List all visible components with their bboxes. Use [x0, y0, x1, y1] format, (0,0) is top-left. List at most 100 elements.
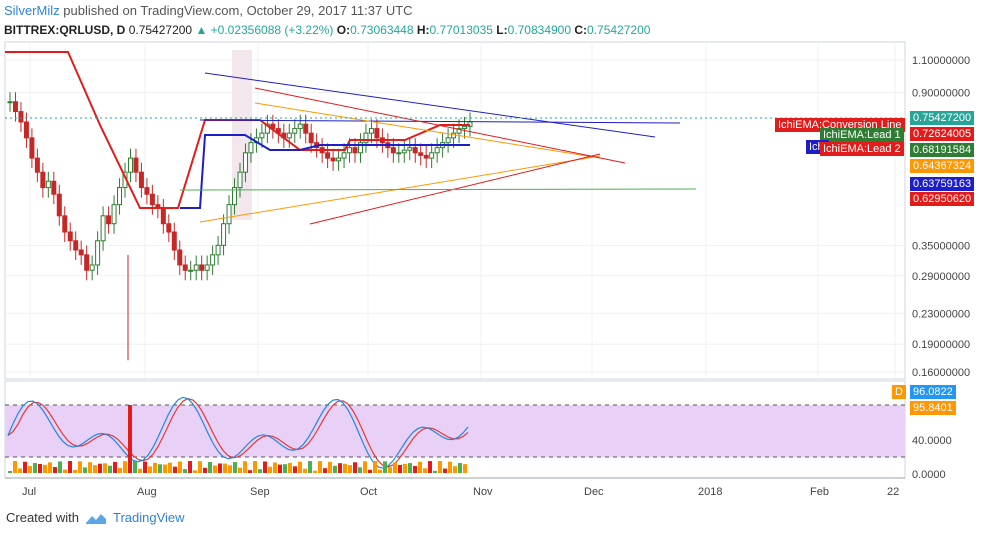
high-value: 0.77013035: [429, 23, 493, 37]
candle-body: [242, 152, 248, 173]
stoch-d-value: 95.8401: [910, 401, 956, 415]
stoch-histogram-bar: [348, 465, 352, 473]
stoch-histogram-bar: [428, 461, 432, 473]
candle-body: [160, 207, 166, 225]
base-line: [180, 134, 470, 209]
stoch-histogram-bar: [418, 461, 422, 473]
candle-body: [45, 180, 51, 189]
y-tick-label: 0.29000000: [912, 271, 970, 283]
close-label: C:: [574, 23, 588, 37]
y-tick-label: 0.90000000: [912, 87, 970, 99]
stoch-histogram-bar: [38, 464, 42, 473]
stoch-histogram-bar: [83, 467, 87, 473]
candle-body: [423, 154, 429, 159]
stoch-histogram-bar: [338, 463, 342, 473]
stoch-y-tick: 0.0000: [912, 469, 946, 481]
stoch-histogram-bar: [183, 469, 187, 473]
stoch-histogram-bar: [153, 462, 157, 473]
stoch-histogram-bar: [163, 464, 167, 473]
candle-body: [89, 264, 95, 271]
stoch-histogram-bar: [208, 462, 212, 473]
candle-body: [62, 215, 68, 233]
stoch-histogram-bar: [88, 462, 92, 473]
stoch-histogram-bar: [278, 464, 282, 473]
candle-body: [341, 152, 347, 159]
candle-body: [396, 152, 402, 155]
x-tick-label: Feb: [810, 486, 829, 498]
stoch-histogram-bar: [193, 470, 197, 473]
candle-body: [330, 157, 336, 162]
tradingview-link[interactable]: TradingView: [112, 510, 185, 525]
candle-body: [418, 152, 424, 156]
stoch-histogram-bar: [258, 469, 262, 473]
stoch-histogram-bar: [398, 464, 402, 473]
x-tick-label: Sep: [250, 486, 270, 498]
stoch-histogram-bar: [13, 461, 17, 473]
stoch-histogram-bar: [463, 464, 467, 473]
stoch-k-value: 96.0822: [910, 385, 956, 399]
stoch-d-line: [7, 398, 469, 468]
stoch-histogram-bar: [48, 462, 52, 473]
y-tick-label: 1.10000000: [912, 55, 970, 67]
candle-body: [51, 180, 57, 195]
stoch-histogram-bar: [108, 465, 112, 473]
candle-body: [237, 171, 243, 189]
candle-body: [67, 231, 73, 242]
candle-body: [199, 264, 205, 271]
stoch-histogram-bar: [363, 461, 367, 473]
candle-body: [248, 142, 254, 154]
candle-body: [106, 215, 112, 225]
candle-body: [368, 128, 374, 134]
bottom-red-value: 0.62950620: [910, 192, 975, 206]
stoch-histogram-bar: [353, 462, 357, 473]
stoch-histogram-bar: [308, 461, 312, 473]
stoch-histogram-bar: [443, 468, 447, 473]
ichi-value: 0.63759163: [910, 177, 975, 191]
author-name[interactable]: SilverMilz: [4, 3, 60, 18]
stoch-histogram-bar: [413, 465, 417, 473]
stoch-histogram-bar: [23, 461, 27, 473]
stoch-histogram-bar: [68, 461, 72, 473]
stoch-histogram-bar: [188, 461, 192, 473]
stoch-histogram-bar: [228, 465, 232, 473]
candle-body: [23, 121, 29, 139]
stoch-histogram-bar: [328, 461, 332, 473]
candle-body: [111, 204, 117, 225]
candle-body: [73, 240, 79, 251]
stoch-histogram-bar: [343, 463, 347, 473]
trendline-orange-lower: [199, 155, 601, 223]
low-value: 0.70834900: [507, 23, 572, 37]
stoch-histogram-bar: [318, 461, 322, 473]
candle-body: [451, 132, 457, 139]
candle-body: [412, 147, 418, 154]
stoch-histogram-bar: [248, 470, 252, 473]
candle-body: [210, 254, 216, 266]
candle-body: [12, 101, 18, 113]
stoch-histogram-bar: [113, 461, 117, 473]
x-tick-label: Jul: [22, 486, 36, 498]
stoch-histogram-bar: [323, 468, 327, 473]
candle-body: [177, 249, 183, 266]
candle-body: [138, 171, 144, 189]
tradingview-logo-icon[interactable]: [85, 511, 107, 525]
candle-body: [215, 244, 221, 256]
candle-body: [445, 137, 451, 144]
candle-body: [188, 269, 194, 272]
candle-body: [133, 157, 139, 173]
stoch-histogram-bar: [58, 461, 62, 473]
stoch-histogram-bar: [203, 467, 207, 473]
y-tick-label: 0.23000000: [912, 308, 970, 320]
candle-body: [259, 132, 265, 139]
candle-body: [100, 215, 106, 242]
trendline-orange-upper: [254, 102, 601, 159]
stoch-histogram-bar: [458, 462, 462, 473]
candle-body: [357, 142, 363, 154]
candle-body: [434, 147, 440, 154]
candle-body: [352, 147, 358, 154]
stoch-histogram-bar: [298, 461, 302, 473]
stoch-k-line: [7, 396, 469, 469]
ohlc-bar: BITTREX:QRLUSD, D 0.75427200 ▲ +0.023560…: [4, 21, 650, 39]
stoch-histogram-bar: [268, 466, 272, 473]
stoch-y-tick: 40.0000: [912, 435, 952, 447]
